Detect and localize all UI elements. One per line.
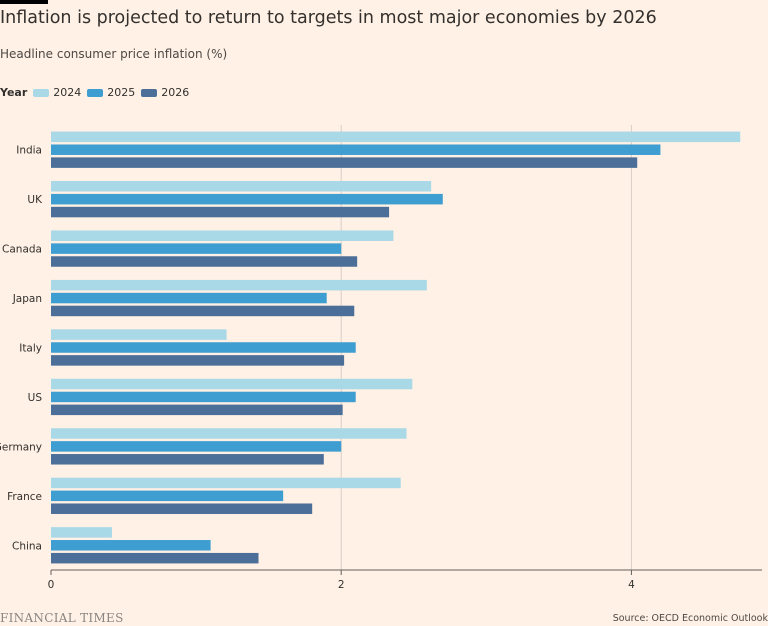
bar-japan-2026 bbox=[51, 305, 355, 317]
bar-canada-2025 bbox=[51, 243, 342, 254]
bar-uk-2024 bbox=[51, 181, 432, 192]
bar-china-2026 bbox=[51, 552, 259, 564]
category-label-france: France bbox=[7, 491, 42, 503]
bar-germany-2026 bbox=[51, 454, 324, 465]
legend-swatch-2025 bbox=[87, 88, 104, 97]
chart-subtitle: Headline consumer price inflation (%) bbox=[0, 47, 228, 61]
bar-japan-2025 bbox=[51, 292, 327, 304]
bar-france-2025 bbox=[51, 490, 284, 502]
category-label-india: India bbox=[16, 145, 42, 157]
bar-uk-2025 bbox=[51, 193, 443, 205]
legend: Year 2024 2025 2026 bbox=[0, 86, 195, 99]
category-label-china: China bbox=[12, 540, 42, 552]
category-label-canada: Canada bbox=[2, 244, 42, 256]
brand-logo-text: FINANCIAL TIMES bbox=[0, 611, 124, 625]
bar-japan-2024 bbox=[51, 279, 427, 291]
x-tick-label-0: 0 bbox=[48, 579, 55, 591]
category-label-italy: Italy bbox=[19, 343, 42, 355]
bar-italy-2026 bbox=[51, 355, 345, 366]
bar-italy-2024 bbox=[51, 329, 227, 340]
category-label-uk: UK bbox=[27, 194, 43, 206]
legend-swatch-2026 bbox=[141, 88, 158, 97]
bar-germany-2024 bbox=[51, 428, 407, 439]
legend-label-2025: 2025 bbox=[107, 86, 136, 99]
legend-label-2026: 2026 bbox=[161, 86, 190, 99]
bar-china-2025 bbox=[51, 540, 211, 551]
bar-canada-2026 bbox=[51, 256, 358, 267]
bar-canada-2024 bbox=[51, 230, 394, 241]
category-label-japan: Japan bbox=[12, 293, 42, 305]
bar-chart: India UK Canada Japan Italy US Germany France Ch… bbox=[0, 125, 762, 591]
chart-title: Inflation is projected to return to targ… bbox=[0, 8, 657, 28]
legend-item-2025: 2025 bbox=[87, 86, 135, 99]
bar-us-2026 bbox=[51, 404, 343, 416]
legend-title: Year bbox=[0, 86, 28, 99]
legend-label-2024: 2024 bbox=[53, 86, 82, 99]
category-label-germany: Germany bbox=[0, 441, 42, 453]
bar-india-2026 bbox=[51, 157, 638, 168]
bar-france-2024 bbox=[51, 477, 401, 489]
bar-china-2024 bbox=[51, 527, 112, 538]
bar-germany-2025 bbox=[51, 441, 342, 452]
bar-india-2024 bbox=[51, 131, 741, 143]
x-tick-label-2: 2 bbox=[338, 579, 345, 591]
x-tick-label-4: 4 bbox=[628, 579, 635, 591]
bar-uk-2026 bbox=[51, 206, 390, 218]
legend-item-2026: 2026 bbox=[141, 86, 189, 99]
bar-italy-2025 bbox=[51, 342, 356, 353]
legend-swatch-2024 bbox=[33, 88, 50, 97]
legend-item-2024: 2024 bbox=[33, 86, 81, 99]
top-accent-bar bbox=[0, 0, 48, 4]
category-label-us: US bbox=[28, 392, 43, 404]
bar-us-2025 bbox=[51, 391, 356, 403]
bar-france-2026 bbox=[51, 503, 313, 514]
bar-us-2024 bbox=[51, 378, 413, 390]
source-note: Source: OECD Economic Outlook bbox=[612, 613, 768, 624]
bar-india-2025 bbox=[51, 144, 661, 155]
